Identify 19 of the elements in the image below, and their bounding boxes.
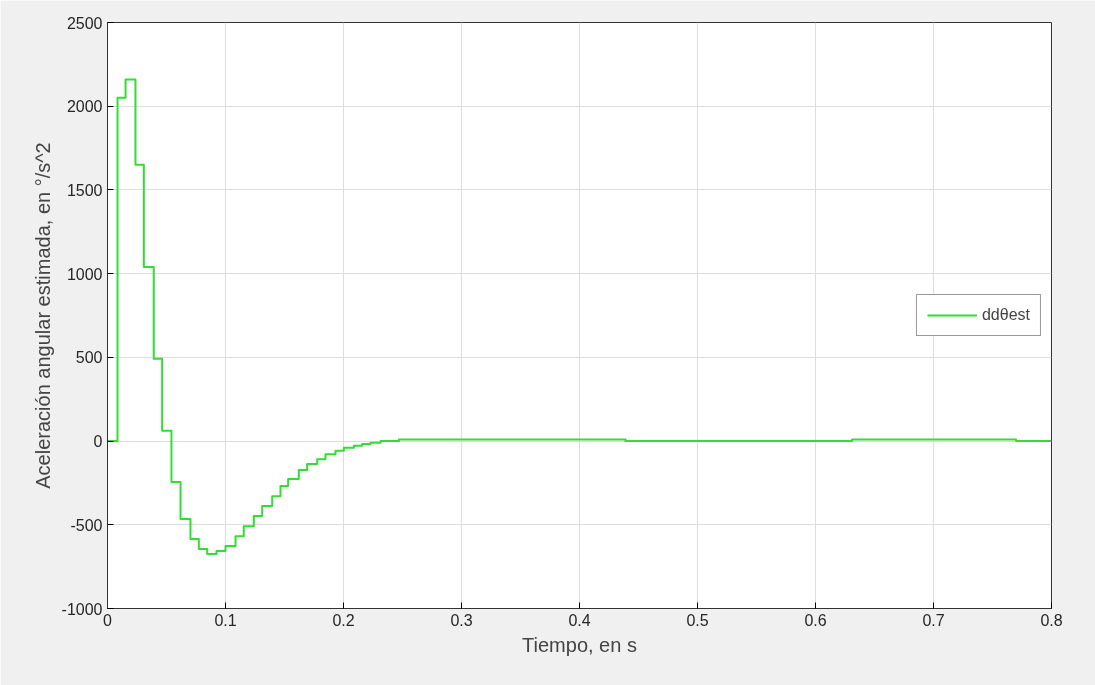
x-tick-label: 0.6 (804, 611, 827, 629)
x-tick-label: 0.8 (1040, 611, 1063, 629)
y-tick-label: -1000 (61, 600, 103, 618)
x-tick-label: 0.4 (568, 611, 591, 629)
x-tick-label: 0.5 (686, 611, 709, 629)
y-tick-label: 2000 (66, 98, 103, 116)
y-tick-label: 500 (75, 349, 103, 367)
y-tick-label: 2500 (66, 14, 103, 32)
y-tick-label: 0 (93, 433, 103, 451)
x-tick-label: 0.1 (214, 611, 237, 629)
y-tick-label: -500 (70, 516, 103, 534)
y-axis-title: Aceleración angular estimada, en °/s^2 (31, 142, 54, 489)
x-axis-title: Tiempo, en s (522, 633, 637, 656)
x-tick-label: 0.2 (332, 611, 355, 629)
y-tick-label: 1500 (66, 181, 103, 199)
y-tick-label: 1000 (66, 265, 103, 283)
legend-label: ddθest (981, 306, 1030, 324)
x-tick-label: 0.3 (450, 611, 473, 629)
x-tick-label: 0.7 (922, 611, 945, 629)
